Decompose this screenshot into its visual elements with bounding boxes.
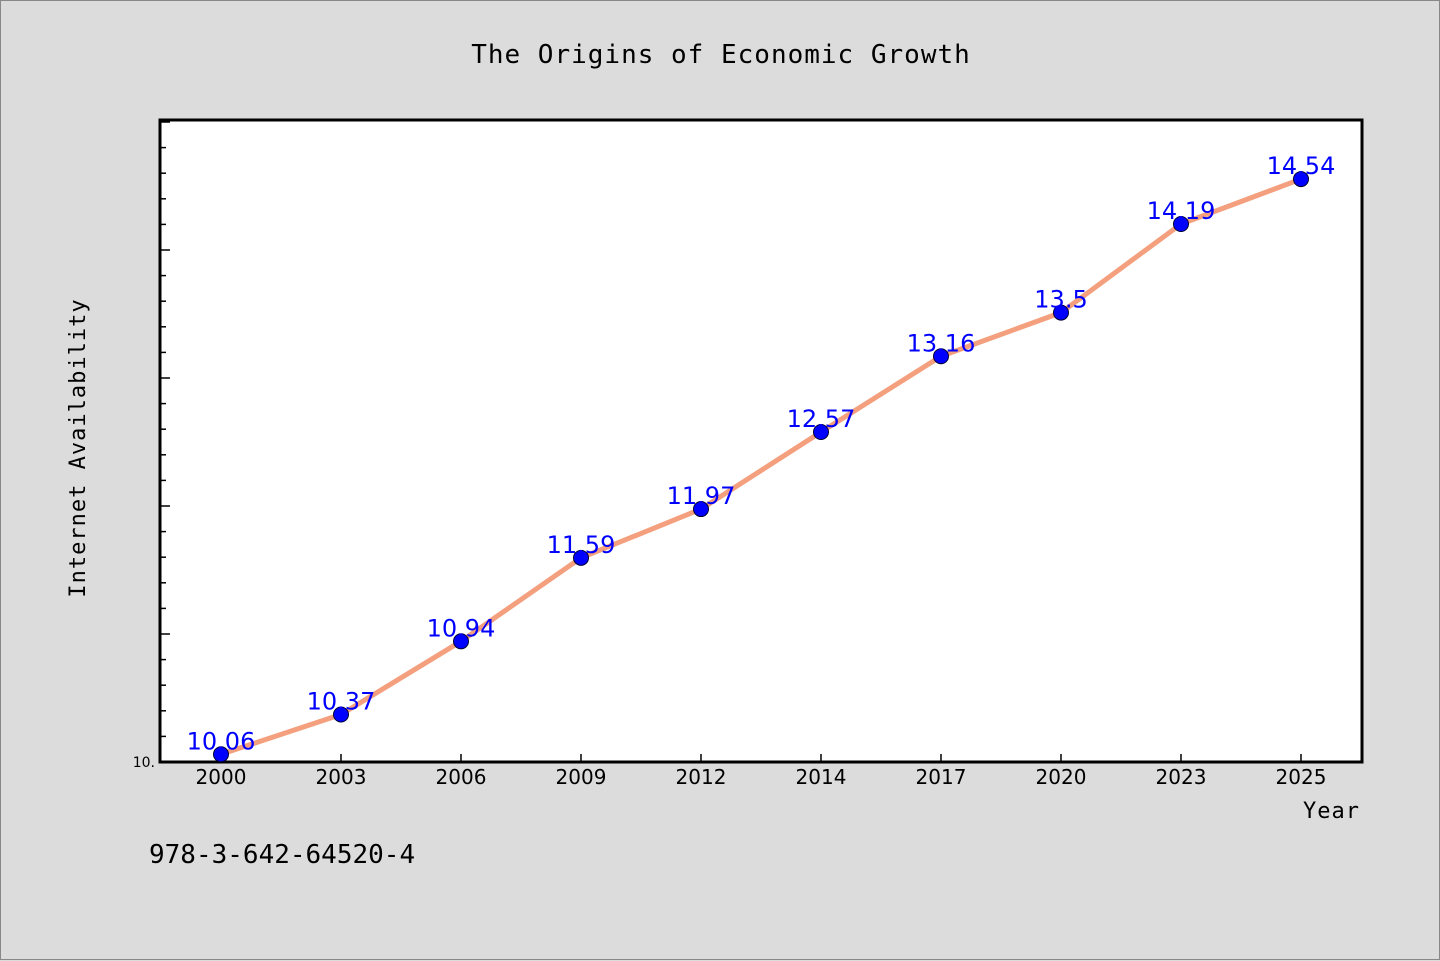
data-point [1053,304,1069,321]
x-tick-label: 2012 [676,765,727,789]
data-point [213,746,229,763]
data-label: 11.97 [667,482,736,510]
data-label: 11.59 [547,531,616,559]
x-tick-label: 2006 [436,765,487,789]
x-axis-tick-labels: 2000 2003 2006 2009 2012 2014 2017 2020 2023 2025 [196,765,1327,789]
data-markers [213,171,1309,763]
y-tick-label: 10. [133,755,155,771]
data-labels: 10.06 10.37 10.94 11.59 11.97 12.57 13.16 13.5 1… [187,152,1336,755]
y-axis-ticks [160,121,170,763]
data-point [573,549,589,566]
data-label: 12.57 [787,405,856,433]
x-tick-label: 2025 [1276,765,1327,789]
y-axis-label: Internet Availability [66,298,91,597]
x-tick-label: 2000 [196,765,247,789]
x-tick-label: 2009 [556,765,607,789]
x-tick-label: 2023 [1156,765,1207,789]
data-point [693,501,709,518]
plot-area [158,118,1364,764]
data-point [1293,171,1309,188]
data-point [933,348,949,365]
data-point [333,706,349,723]
chart-title: The Origins of Economic Growth [471,40,971,70]
data-label: 13.16 [907,329,976,357]
x-tick-label: 2003 [316,765,367,789]
data-label: 10.37 [307,687,376,715]
data-point [1173,216,1189,233]
data-label: 14.54 [1267,152,1336,180]
data-point [813,424,829,441]
x-tick-label: 2020 [1036,765,1087,789]
data-label: 10.06 [187,727,256,755]
x-axis-label: Year [1303,799,1360,824]
data-label: 14.19 [1147,197,1216,225]
x-tick-label: 2017 [916,765,967,789]
data-label: 13.5 [1034,286,1087,314]
data-label: 10.94 [427,614,496,642]
data-point [453,633,469,650]
series-line [220,176,1302,757]
x-tick-label: 2014 [796,765,847,789]
isbn-footer: 978-3-642-64520-4 [149,840,415,870]
